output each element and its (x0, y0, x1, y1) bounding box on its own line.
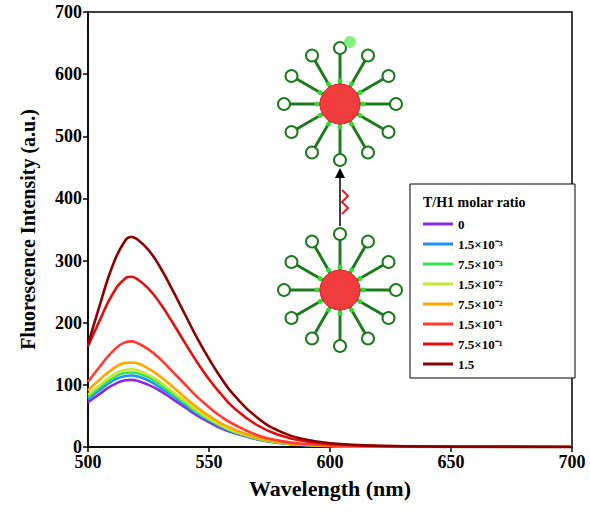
svg-text:500: 500 (55, 126, 82, 146)
svg-text:1.5×10⁻²: 1.5×10⁻² (458, 277, 503, 292)
svg-text:200: 200 (55, 313, 82, 333)
svg-text:600: 600 (317, 452, 344, 472)
svg-text:700: 700 (55, 2, 82, 22)
svg-text:600: 600 (55, 64, 82, 84)
svg-text:1.5×10⁻³: 1.5×10⁻³ (458, 237, 503, 252)
svg-text:7.5×10⁻¹: 7.5×10⁻¹ (458, 337, 503, 352)
svg-text:400: 400 (55, 188, 82, 208)
svg-text:7.5×10⁻²: 7.5×10⁻² (458, 297, 503, 312)
svg-text:650: 650 (438, 452, 465, 472)
svg-text:300: 300 (55, 251, 82, 271)
svg-text:0: 0 (73, 437, 82, 457)
svg-text:500: 500 (75, 452, 102, 472)
svg-text:7.5×10⁻³: 7.5×10⁻³ (458, 257, 503, 272)
svg-text:T/H1 molar ratio: T/H1 molar ratio (423, 195, 525, 210)
svg-text:Wavelength (nm): Wavelength (nm) (249, 476, 411, 501)
svg-text:Fluorescence Intensity (a.u.): Fluorescence Intensity (a.u.) (17, 109, 40, 350)
svg-text:700: 700 (559, 452, 586, 472)
svg-text:100: 100 (55, 375, 82, 395)
svg-text:0: 0 (458, 217, 465, 232)
svg-text:1.5×10⁻¹: 1.5×10⁻¹ (458, 317, 503, 332)
svg-text:550: 550 (196, 452, 223, 472)
svg-text:1.5: 1.5 (458, 357, 475, 372)
